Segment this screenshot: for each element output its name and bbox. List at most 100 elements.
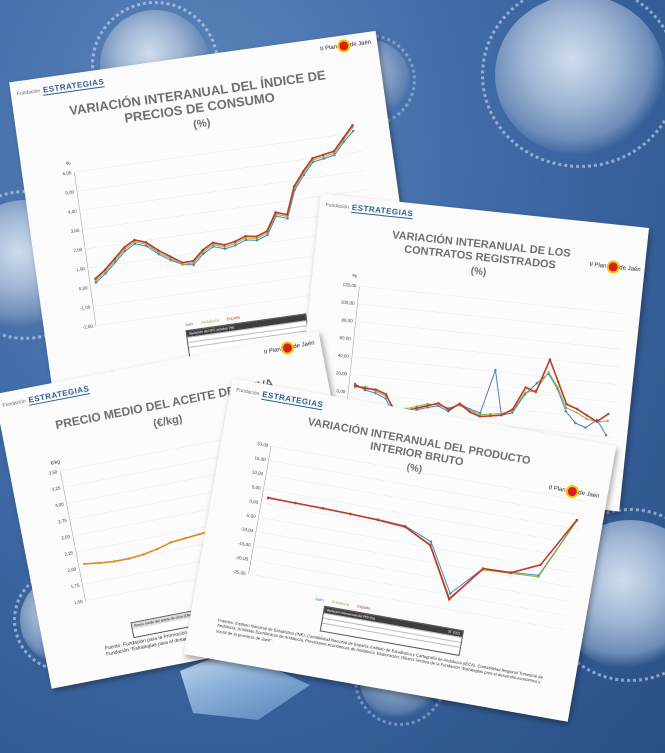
data-point xyxy=(364,387,367,390)
data-point xyxy=(322,153,325,156)
data-point xyxy=(332,150,336,153)
plan-dot-icon xyxy=(281,342,293,354)
data-point xyxy=(201,248,204,252)
data-point xyxy=(374,390,377,393)
data-point xyxy=(127,557,131,560)
data-point xyxy=(539,563,542,567)
pib-series xyxy=(266,496,579,601)
data-point xyxy=(511,408,514,411)
data-point xyxy=(556,386,559,389)
y-tick-label: -20,00 xyxy=(235,555,249,562)
gridline xyxy=(253,545,569,602)
data-point xyxy=(321,507,325,510)
data-point xyxy=(604,433,608,437)
plan-logo: II Plan de Jaén xyxy=(263,338,315,357)
data-point xyxy=(234,244,237,247)
y-tick-label: 10,00 xyxy=(252,470,264,477)
data-point xyxy=(426,404,429,407)
y-tick-label: 3,00 xyxy=(70,228,80,234)
data-point xyxy=(468,410,471,414)
data-point xyxy=(133,242,137,246)
data-point xyxy=(211,241,215,244)
data-point xyxy=(575,411,578,414)
data-point xyxy=(192,263,195,267)
data-point xyxy=(83,562,86,566)
plan-label: II Plan xyxy=(319,43,338,53)
data-point xyxy=(489,414,492,418)
gridline xyxy=(248,573,564,630)
data-point xyxy=(437,402,440,405)
data-point xyxy=(212,245,215,248)
data-point xyxy=(322,157,325,160)
data-point xyxy=(584,426,587,429)
virus-particle xyxy=(481,0,665,168)
data-point xyxy=(509,571,512,574)
data-point xyxy=(198,532,202,536)
data-point xyxy=(223,247,227,250)
brand-label: ESTRATEGIAS xyxy=(261,389,324,411)
y-tick-label: 120,00 xyxy=(342,282,357,288)
y-tick-label: 60,00 xyxy=(339,335,351,341)
y-tick-label: 2,75 xyxy=(58,518,68,525)
y-tick-label: -25,00 xyxy=(233,569,247,576)
data-point xyxy=(478,413,482,416)
gridline xyxy=(261,502,577,559)
data-point xyxy=(574,421,577,425)
gridline xyxy=(79,170,365,211)
data-point xyxy=(94,277,97,280)
data-point xyxy=(223,245,226,249)
y-tick-label: 3,25 xyxy=(51,485,61,492)
data-point xyxy=(114,261,117,264)
y-tick-label: 20,00 xyxy=(257,441,269,448)
y-tick-label: 20,00 xyxy=(336,370,348,376)
data-point xyxy=(192,259,195,263)
y-tick-label: 0,00 xyxy=(78,285,88,291)
y-tick-label: 3,00 xyxy=(55,502,65,509)
data-point xyxy=(274,211,277,214)
data-point xyxy=(104,268,107,271)
contratos-chart: 120,00100,0080,0060,0040,0020,000,00-20,… xyxy=(329,273,625,456)
series-line-andalucía xyxy=(267,497,578,599)
y-axis xyxy=(248,445,272,575)
data-point xyxy=(123,246,126,249)
data-point xyxy=(266,233,269,237)
data-point xyxy=(133,238,136,242)
fundacion-logo: Fundación ESTRATEGIAS xyxy=(325,200,414,220)
data-point xyxy=(255,235,258,238)
y-tick-label: 40,00 xyxy=(337,353,349,359)
data-point xyxy=(374,388,378,391)
legend-espana: España xyxy=(356,603,371,611)
data-point xyxy=(415,406,418,410)
fundacion-logo: Fundación ESTRATEGIAS xyxy=(2,384,91,411)
y-tick-label: 5,00 xyxy=(252,484,262,491)
data-point xyxy=(575,407,579,411)
data-point xyxy=(333,153,336,157)
aceite-y-label: €/kg xyxy=(50,459,61,467)
data-point xyxy=(565,406,568,409)
data-point xyxy=(156,547,159,551)
data-point xyxy=(244,236,247,240)
data-point xyxy=(202,252,205,255)
data-point xyxy=(292,185,296,188)
data-point xyxy=(481,567,485,570)
data-point xyxy=(363,388,367,392)
pib-chart: 20,00 15,00 10,00 5,00 0,00 -5,00 -10,00 -15,00… xyxy=(233,441,587,630)
y-tick-label: 2,25 xyxy=(64,550,74,557)
data-point xyxy=(223,243,226,247)
data-point xyxy=(255,237,259,240)
data-point xyxy=(157,249,160,252)
gridline xyxy=(74,131,360,173)
data-point xyxy=(332,152,336,155)
data-point xyxy=(94,281,98,284)
ipc-series xyxy=(94,124,355,284)
data-point xyxy=(607,412,610,416)
data-point xyxy=(211,243,215,246)
y-tick-label: 0,00 xyxy=(336,388,346,394)
gridline xyxy=(355,321,622,350)
data-point xyxy=(429,544,432,547)
data-point xyxy=(192,261,195,265)
pib-slide: Fundación ESTRATEGIAS II Plan de Jaén VA… xyxy=(183,378,617,722)
y-tick-label: 6,00 xyxy=(62,170,72,176)
data-point xyxy=(244,234,247,238)
gridline xyxy=(353,338,620,368)
